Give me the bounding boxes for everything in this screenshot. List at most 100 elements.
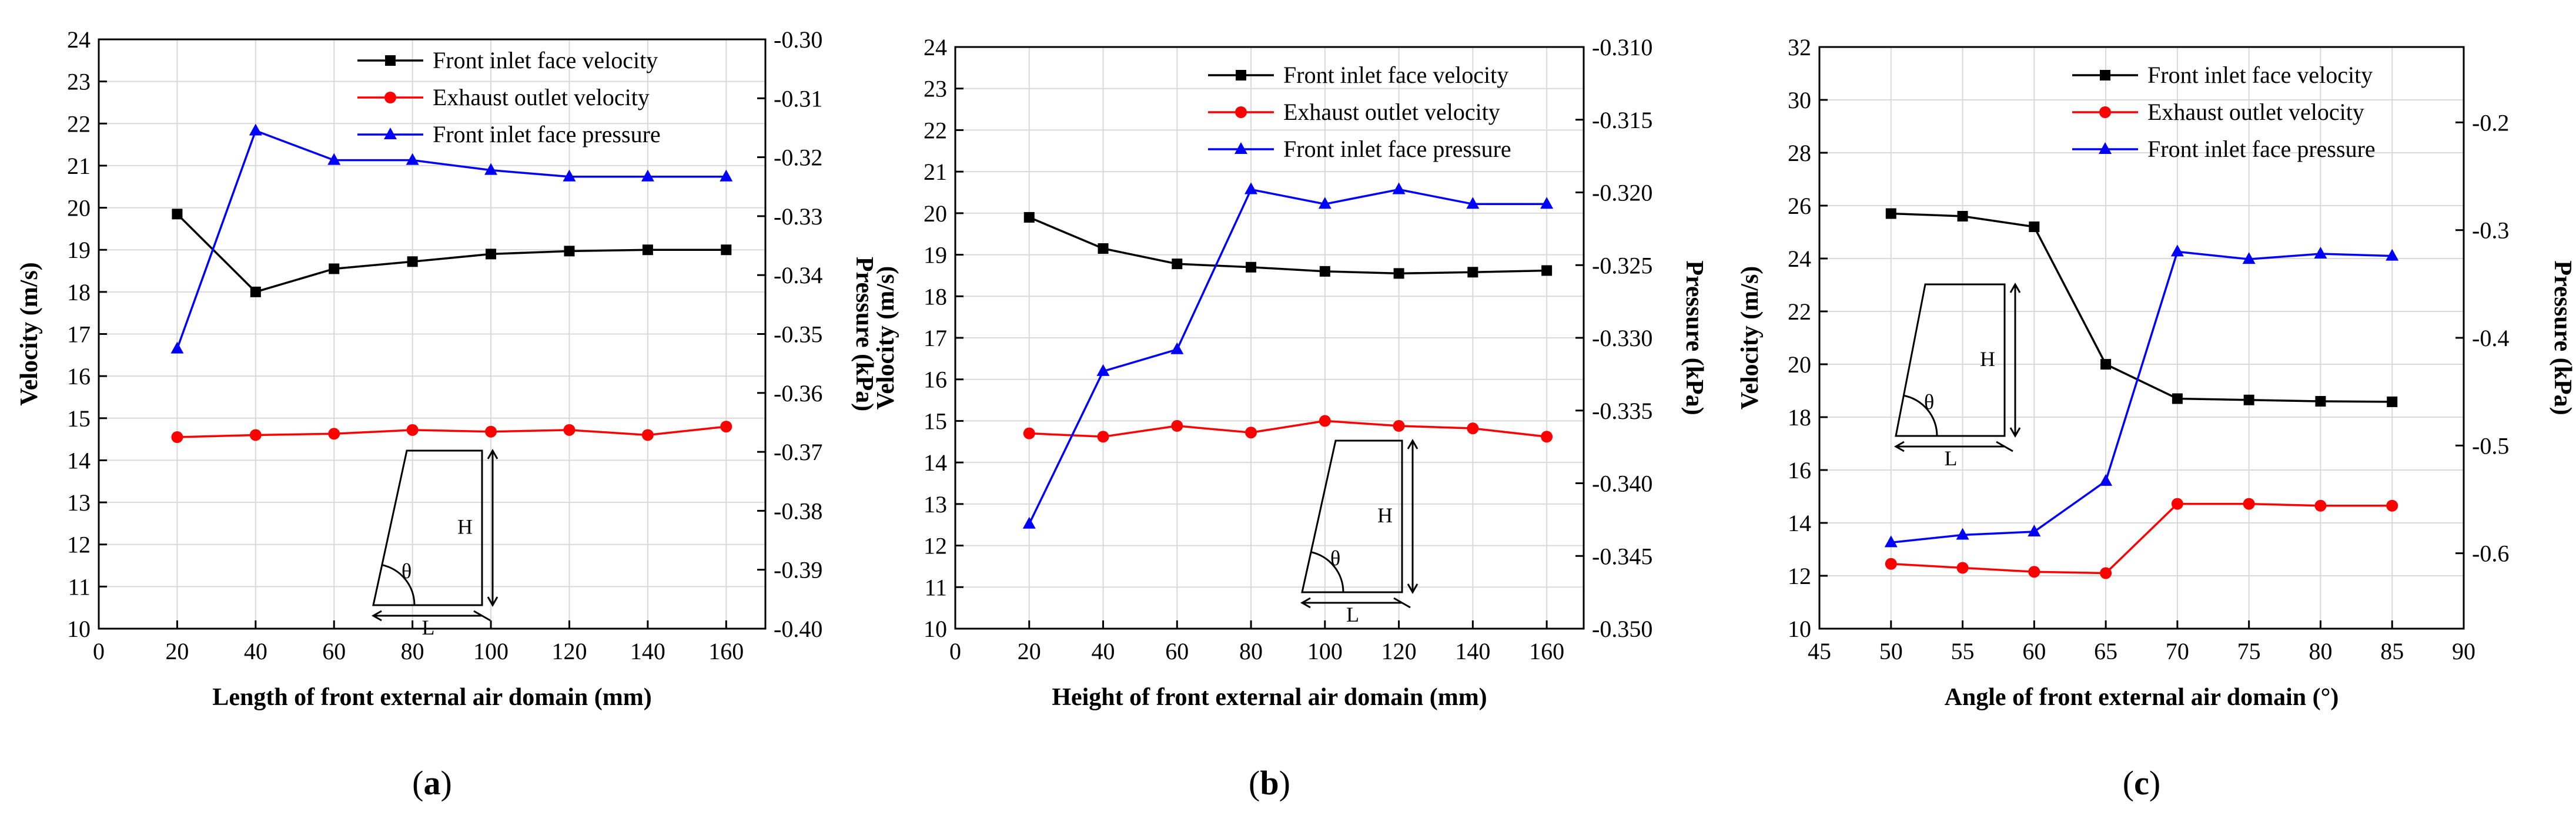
y-tick-label: 15 [924,408,947,434]
data-point [1319,415,1331,427]
data-point [1392,182,1406,194]
legend-label: Exhaust outlet velocity [1283,99,1500,125]
y-tick-label: 11 [924,574,947,600]
y2-tick-label: -0.340 [1592,471,1652,497]
data-point [1170,342,1184,354]
data-point [1172,259,1183,270]
data-point [2243,394,2254,405]
y2-tick-label: -0.40 [774,616,822,642]
x-tick-label: 160 [708,638,744,664]
data-point [1393,268,1404,279]
series-front_inlet_pressure [1022,182,1554,529]
data-point [564,246,575,257]
data-point [1885,208,1896,219]
inset-height-arrow [2009,282,2021,293]
y2-tick-label: -0.33 [774,203,822,230]
panel-label: (a) [412,764,452,802]
inset-trapezoid [1895,283,2006,437]
inset-diagram [1893,282,2021,452]
y-tick-label: 17 [67,321,91,348]
inset-height-arrow [1407,583,1419,595]
y-tick-label: 10 [924,616,947,642]
x-axis-title: Length of front external air domain (mm) [212,684,651,711]
data-point [406,424,419,436]
data-point [1885,558,1897,570]
data-point [1541,431,1553,443]
inset-length-label: L [422,616,435,639]
x-tick-label: 45 [1808,638,1831,664]
inset-length-arrow [1996,441,2013,452]
x-tick-label: 60 [1165,638,1189,664]
legend-marker [2099,106,2111,118]
y-tick-label: 12 [1788,563,1811,589]
inset-angle-label: θ [1924,390,1934,414]
series-exhaust_outlet_velocity [1885,498,2398,579]
data-point [170,341,184,354]
y-tick-label: 21 [67,153,91,179]
legend-label: Front inlet face pressure [1283,136,1511,162]
panel-label: (c) [2123,764,2160,802]
x-axis-title: Angle of front external air domain (°) [1945,684,2339,711]
y2-tick-label: -0.6 [2472,541,2509,567]
inset-length-arrow [1393,597,1411,609]
x-tick-label: 80 [1239,638,1263,664]
data-point [2029,221,2040,232]
inset-height-arrow [487,596,499,608]
inset-trapezoid [372,449,483,606]
data-point [720,169,733,182]
chart-panel-a: 0 20 40 60 80 100 120 140 160 10 11 12 13 14 15 16 17 18 1… [16,26,878,802]
y2-tick-label: -0.350 [1592,616,1652,642]
data-point [484,163,498,175]
y-tick-label: 19 [67,237,91,263]
data-point [2028,566,2040,578]
data-point [250,286,261,297]
y-tick-label: 10 [1788,616,1811,642]
y2-tick-label: -0.34 [774,262,822,288]
data-point [1098,243,1109,254]
data-point [1393,419,1405,432]
series-line [1029,216,1547,275]
legend-label: Exhaust outlet velocity [433,84,650,110]
data-point [1171,419,1183,432]
inset-length-arrow [371,610,382,622]
y-tick-label: 11 [68,573,91,600]
data-point [1246,261,1257,273]
series-line [1891,212,2393,403]
panel-label-open: ( [1249,764,1260,802]
data-point [1467,422,1479,435]
legend: Front inlet face velocity Exhaust outlet … [2072,62,2376,162]
x-tick-label: 100 [473,638,508,664]
series-front_inlet_velocity [172,209,732,297]
y-axis-title: Velocity (m/s) [16,262,43,406]
panel-label: (b) [1249,764,1290,802]
y2-tick-label: -0.32 [774,145,822,171]
y2-axis-title: Pressure (kPa) [1681,260,1708,415]
y-tick-label: 12 [924,533,947,559]
inset-angle-arc [1310,551,1344,593]
panel-label-close: ) [1279,764,1290,802]
y2-tick-label: -0.30 [774,26,822,53]
panel-label-open: ( [412,764,423,802]
data-point [2170,244,2184,257]
panel-label-letter: c [2134,764,2149,802]
y-axis-title: Velocity (m/s) [1737,266,1764,410]
panel-label-letter: a [424,764,441,802]
series-line [176,129,727,350]
data-point [2242,252,2256,264]
inset-length-label: L [1945,447,1958,470]
data-point [1541,265,1553,276]
data-point [1096,364,1110,376]
x-tick-label: 0 [949,638,961,664]
x-tick-label: 120 [551,638,587,664]
data-point [486,249,497,260]
data-point [2100,567,2112,579]
x-tick-label: 80 [401,638,424,664]
inset-diagram [1300,438,1419,609]
inset-height-arrow [1407,438,1419,449]
y-tick-label: 24 [924,34,947,61]
data-point [328,428,340,440]
data-point [327,153,341,165]
data-point [2243,498,2255,510]
data-point [1318,197,1332,209]
